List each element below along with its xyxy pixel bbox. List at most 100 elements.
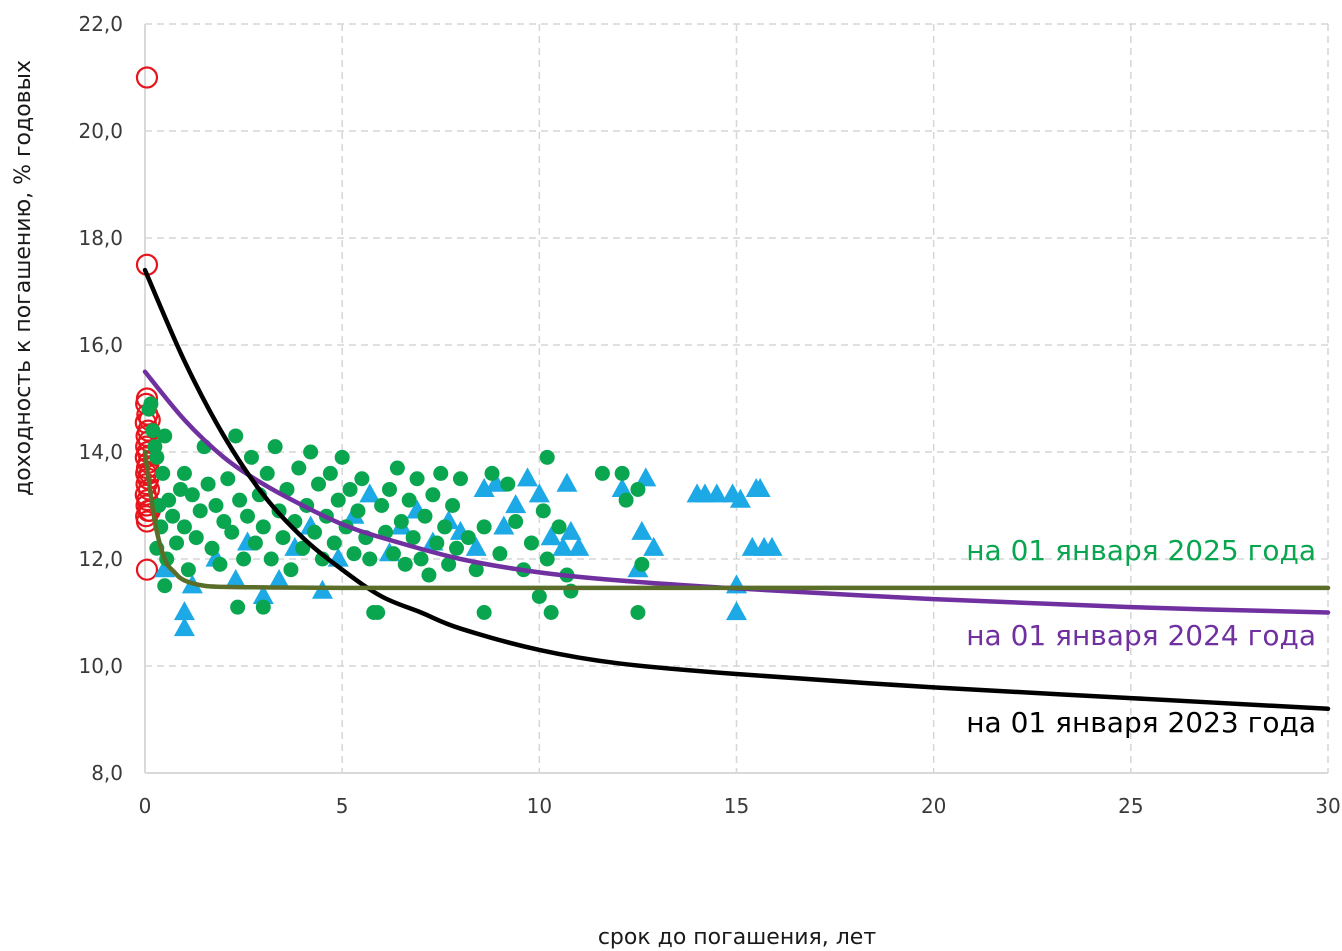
data-point-dot	[429, 535, 445, 551]
data-point-dot	[291, 460, 307, 476]
data-point-triangle	[631, 520, 653, 540]
data-point-dot	[350, 503, 366, 519]
curve-label: на 01 января 2024 года	[966, 619, 1316, 652]
data-point-dot	[275, 530, 291, 546]
data-point-triangle	[729, 488, 751, 508]
data-point-dot	[449, 540, 465, 556]
y-tick-label: 12,0	[78, 547, 123, 571]
data-point-triangle	[552, 536, 574, 556]
data-point-dot	[452, 471, 468, 487]
yield-curves	[142, 267, 1331, 712]
axes	[144, 24, 1328, 774]
data-point-dot	[531, 588, 547, 604]
data-point-dot	[614, 465, 630, 481]
data-point-dot	[157, 428, 173, 444]
data-point-dot	[433, 465, 449, 481]
data-point-dot	[389, 460, 405, 476]
data-point-dot	[176, 519, 192, 535]
data-point-triangle	[493, 515, 515, 535]
data-point-triangle	[528, 483, 550, 503]
data-point-triangle	[268, 569, 290, 588]
data-point-dot	[346, 546, 362, 562]
data-point-dot	[204, 540, 220, 556]
data-point-dot	[232, 492, 248, 508]
data-point-dot	[500, 476, 516, 492]
curve-line	[142, 267, 1331, 712]
x-tick-label: 15	[724, 794, 749, 818]
data-point-dot	[169, 535, 185, 551]
y-tick-label: 8,0	[91, 761, 123, 785]
data-point-dot	[409, 471, 425, 487]
data-point-dot	[143, 396, 159, 412]
data-point-dot	[401, 492, 417, 508]
data-point-triangle	[359, 483, 381, 503]
data-point-triangle	[726, 601, 747, 621]
data-point-dot	[362, 551, 378, 567]
data-point-dot	[326, 535, 342, 551]
data-point-dot	[224, 524, 240, 540]
curve-label: на 01 января 2025 года	[966, 534, 1316, 567]
data-point-dot	[247, 535, 263, 551]
y-tick-label: 20,0	[78, 119, 123, 143]
data-point-triangle	[252, 585, 274, 605]
data-point-triangle	[173, 617, 195, 637]
data-point-dot	[240, 508, 256, 524]
data-point-dot	[236, 551, 252, 567]
tick-labels: 8,0 10,0 12,0 14,0 16,0 18,0 20,0 22,0 0 5 10 15 20 2…	[78, 12, 1340, 818]
data-point-dot	[267, 439, 283, 455]
x-tick-label: 25	[1118, 794, 1143, 818]
data-point-dot	[381, 481, 397, 497]
data-point-triangle	[635, 467, 657, 487]
x-tick-label: 10	[527, 794, 552, 818]
data-point-dot	[200, 476, 216, 492]
data-point-dot	[535, 503, 551, 519]
data-point-dot	[172, 481, 188, 497]
data-point-dot	[468, 562, 484, 578]
data-point-dot	[551, 519, 567, 535]
data-point-dot	[161, 492, 177, 508]
data-point-triangle	[473, 478, 495, 498]
x-tick-label: 5	[336, 794, 349, 818]
data-point-dot	[508, 514, 524, 530]
data-point-dot	[421, 567, 437, 583]
data-point-dot	[374, 498, 390, 513]
data-point-dot	[228, 428, 244, 444]
data-point-dot	[184, 487, 200, 503]
y-axis-title: доходность к погашению, % годовых	[11, 60, 36, 496]
data-point-dot	[192, 503, 208, 519]
data-point-dot	[180, 562, 196, 578]
x-axis-title: срок до погашения, лет	[598, 925, 877, 950]
data-point-dot	[413, 551, 429, 567]
data-point-dot	[212, 556, 228, 572]
data-point-dot	[393, 514, 409, 530]
data-point-triangle	[749, 478, 771, 498]
data-point-dot	[342, 481, 358, 497]
data-point-triangle	[568, 536, 590, 556]
y-tick-label: 16,0	[78, 333, 123, 357]
data-point-dot	[208, 498, 224, 513]
data-point-dot	[155, 465, 171, 481]
data-point-dot	[216, 514, 232, 530]
data-point-dot	[220, 471, 236, 487]
data-point-triangle	[556, 472, 578, 492]
data-point-dot	[330, 492, 346, 508]
data-point-dot	[165, 508, 181, 524]
data-point-dot	[441, 556, 457, 572]
data-point-triangle	[611, 478, 633, 498]
data-point-dot	[188, 530, 204, 546]
data-point-dot	[385, 546, 401, 562]
data-point-triangle	[505, 494, 527, 514]
y-tick-label: 18,0	[78, 226, 123, 250]
data-point-dot	[543, 605, 559, 620]
data-point-dot	[255, 519, 271, 535]
data-point-dot	[460, 530, 476, 546]
data-point-dot	[539, 551, 555, 567]
data-point-dot	[370, 605, 386, 620]
data-point-triangle	[761, 536, 783, 556]
data-point-triangle	[154, 558, 176, 578]
data-point-dot	[176, 465, 192, 481]
data-point-dot	[476, 605, 492, 620]
data-point-dot	[334, 449, 350, 465]
